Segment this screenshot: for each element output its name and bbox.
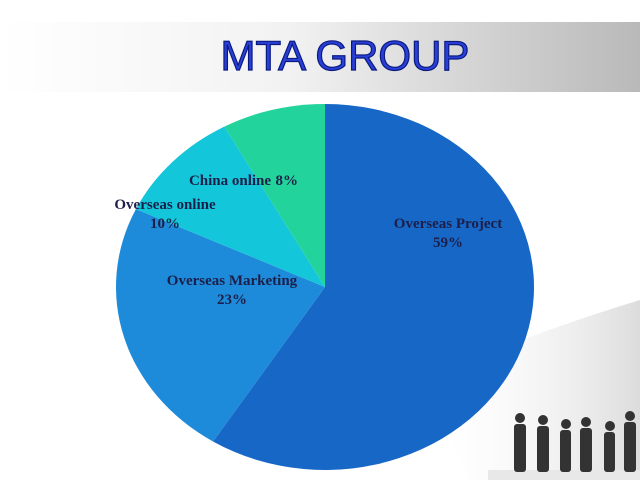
- pie: [115, 104, 535, 470]
- value-label: 59%: [433, 235, 463, 251]
- data-label: Overseas Marketing 23%: [167, 273, 298, 308]
- category-label: China online: [189, 173, 271, 189]
- pie-slice: [224, 104, 325, 287]
- pie-slice: [213, 104, 535, 470]
- header-band: [0, 22, 640, 92]
- category-label: Overseas Marketing: [167, 273, 298, 289]
- chart-title: MTA GROUP: [221, 32, 470, 79]
- data-label: Overseas online 10%: [114, 197, 216, 232]
- pie-slice: [135, 126, 325, 287]
- value-label: 10%: [150, 216, 180, 232]
- pie-slice: [115, 209, 325, 442]
- value-label: 23%: [217, 292, 247, 308]
- value-label: 8%: [276, 173, 299, 189]
- data-label: China online 8%: [189, 173, 298, 189]
- category-label: Overseas Project: [394, 216, 502, 232]
- data-label: Overseas Project 59%: [394, 216, 502, 251]
- people-decoration: [488, 411, 640, 480]
- category-label: Overseas online: [114, 197, 216, 213]
